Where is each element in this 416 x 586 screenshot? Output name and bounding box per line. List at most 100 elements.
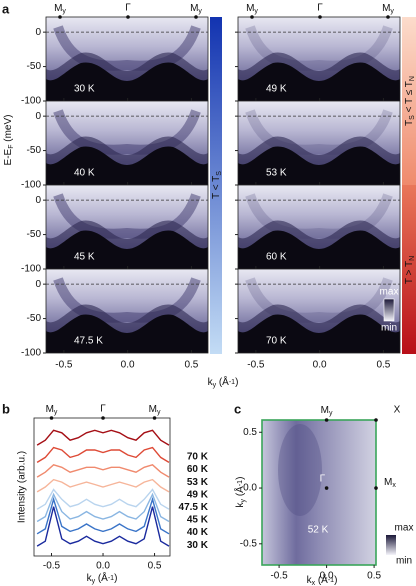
axis-label-part: k: [87, 573, 93, 584]
symmetry-label-part: x: [392, 482, 396, 489]
symmetry-dot: [152, 416, 157, 420]
y-tick-label: -100: [21, 96, 41, 107]
band-bottom: [46, 230, 208, 269]
symmetry-label: My: [382, 3, 394, 16]
axis-label-part: -1: [108, 575, 114, 582]
axis-label-part: -1: [237, 480, 244, 486]
intensity-curve: [36, 446, 170, 463]
x-tick-label: 0.5: [367, 571, 381, 582]
temperature-label: 52 K: [308, 525, 329, 536]
y-tick-label: -100: [21, 348, 41, 359]
x-tick-label: -0.5: [270, 571, 288, 582]
colorbar: [386, 535, 396, 555]
y-tick-label: -0.5: [240, 538, 258, 549]
symmetry-label-part: M: [382, 3, 390, 14]
symmetry-label-part: M: [149, 404, 157, 415]
symmetry-label-part: M: [190, 3, 198, 14]
symmetry-dot: [374, 418, 378, 422]
arpes-image: [238, 269, 400, 353]
axis-label-part: -1: [328, 577, 334, 584]
symmetry-dot: [386, 15, 390, 19]
arpes-image: [46, 185, 208, 269]
axis-label-part: F: [8, 145, 15, 149]
legend-label: 49 K: [187, 489, 209, 500]
symmetry-label: My: [149, 404, 161, 417]
x-tick-label: 0.0: [96, 561, 110, 572]
axis-label-part: (meV): [3, 115, 14, 145]
y-tick-label: 0: [35, 279, 41, 290]
axis-label-part: y: [213, 382, 217, 389]
axis-label-part: (Å: [216, 375, 229, 388]
y-tick-label: -100: [21, 180, 41, 191]
intensity-curve: [36, 488, 170, 510]
panel-frame: [237, 268, 401, 354]
legend-label: 40 K: [187, 527, 209, 538]
colorbar-max: max: [395, 523, 414, 534]
symmetry-label-part: M: [246, 3, 254, 14]
phase-bar: [402, 17, 416, 185]
symmetry-dot: [58, 15, 62, 19]
axis-label-part: ): [235, 477, 246, 480]
axis-label-part: E-E: [3, 148, 14, 165]
band-arch: [245, 25, 393, 71]
phase-label: T < TS: [211, 171, 224, 199]
x-tick-label: -0.5: [247, 360, 265, 371]
band-arch: [53, 277, 201, 323]
symmetry-label-part: y: [198, 8, 202, 15]
symmetry-label-part: y: [329, 410, 333, 417]
arpes-image: [238, 101, 400, 185]
x-tick-label: 0.0: [313, 360, 327, 371]
axis-label: kx (Å-1): [307, 573, 338, 586]
y-tick-label: 0: [35, 195, 41, 206]
legend-label: 60 K: [187, 464, 209, 475]
band-arch: [53, 109, 201, 155]
phase-label-part: N: [409, 256, 416, 261]
panel-letter: a: [2, 1, 10, 16]
arpes-image: [46, 269, 208, 353]
y-tick-label: -50: [27, 229, 42, 240]
phase-bar: [210, 17, 222, 354]
symmetry-dot: [318, 15, 322, 19]
intensity-curve: [36, 506, 170, 547]
intensity-curve: [36, 478, 170, 493]
y-tick-label: -50: [27, 313, 42, 324]
axis-label-part: y: [240, 498, 247, 502]
phase-label-part: S: [216, 171, 223, 176]
symmetry-dot: [194, 15, 198, 19]
band-arch: [53, 193, 201, 239]
symmetry-label: My: [46, 404, 58, 417]
arpes-image: [238, 17, 400, 101]
symmetry-label-part: M: [384, 477, 392, 488]
symmetry-label: Γ: [100, 404, 106, 415]
symmetry-label-part: y: [62, 8, 66, 15]
axis-label-part: (Å: [95, 571, 108, 584]
y-tick-label: -100: [21, 264, 41, 275]
intensity-curve: [36, 429, 170, 446]
gamma-dot: [324, 486, 329, 490]
y-tick-label: 0: [35, 27, 41, 38]
band-bottom: [238, 146, 400, 185]
axis-label-part: (Å: [233, 486, 246, 499]
intensity-curve: [36, 464, 170, 478]
colorbar-max: max: [380, 287, 399, 298]
phase-label-part: T > T: [404, 261, 415, 284]
band-bottom: [238, 314, 400, 353]
panel-letter: b: [2, 401, 10, 416]
x-tick-label: -0.5: [55, 360, 73, 371]
x-tick-label: -0.5: [43, 561, 61, 572]
phase-label: TS < T ≤ TN: [404, 76, 416, 126]
arpes-image: [46, 17, 208, 101]
phase-label-part: N: [409, 76, 416, 81]
temperature-label: 45 K: [74, 252, 95, 263]
map-feature: [278, 424, 322, 516]
symmetry-label-part: M: [321, 405, 329, 416]
axis-label-part: x: [312, 580, 316, 586]
symmetry-label-part: y: [390, 8, 394, 15]
axis-label: ky (Å-1): [233, 477, 248, 508]
temperature-label: 40 K: [74, 168, 95, 179]
symmetry-label: My: [190, 3, 202, 16]
symmetry-dot: [324, 418, 329, 422]
symmetry-dot: [250, 15, 254, 19]
symmetry-label: My: [54, 3, 66, 16]
axis-label: Intensity (arb.u.): [17, 451, 28, 523]
